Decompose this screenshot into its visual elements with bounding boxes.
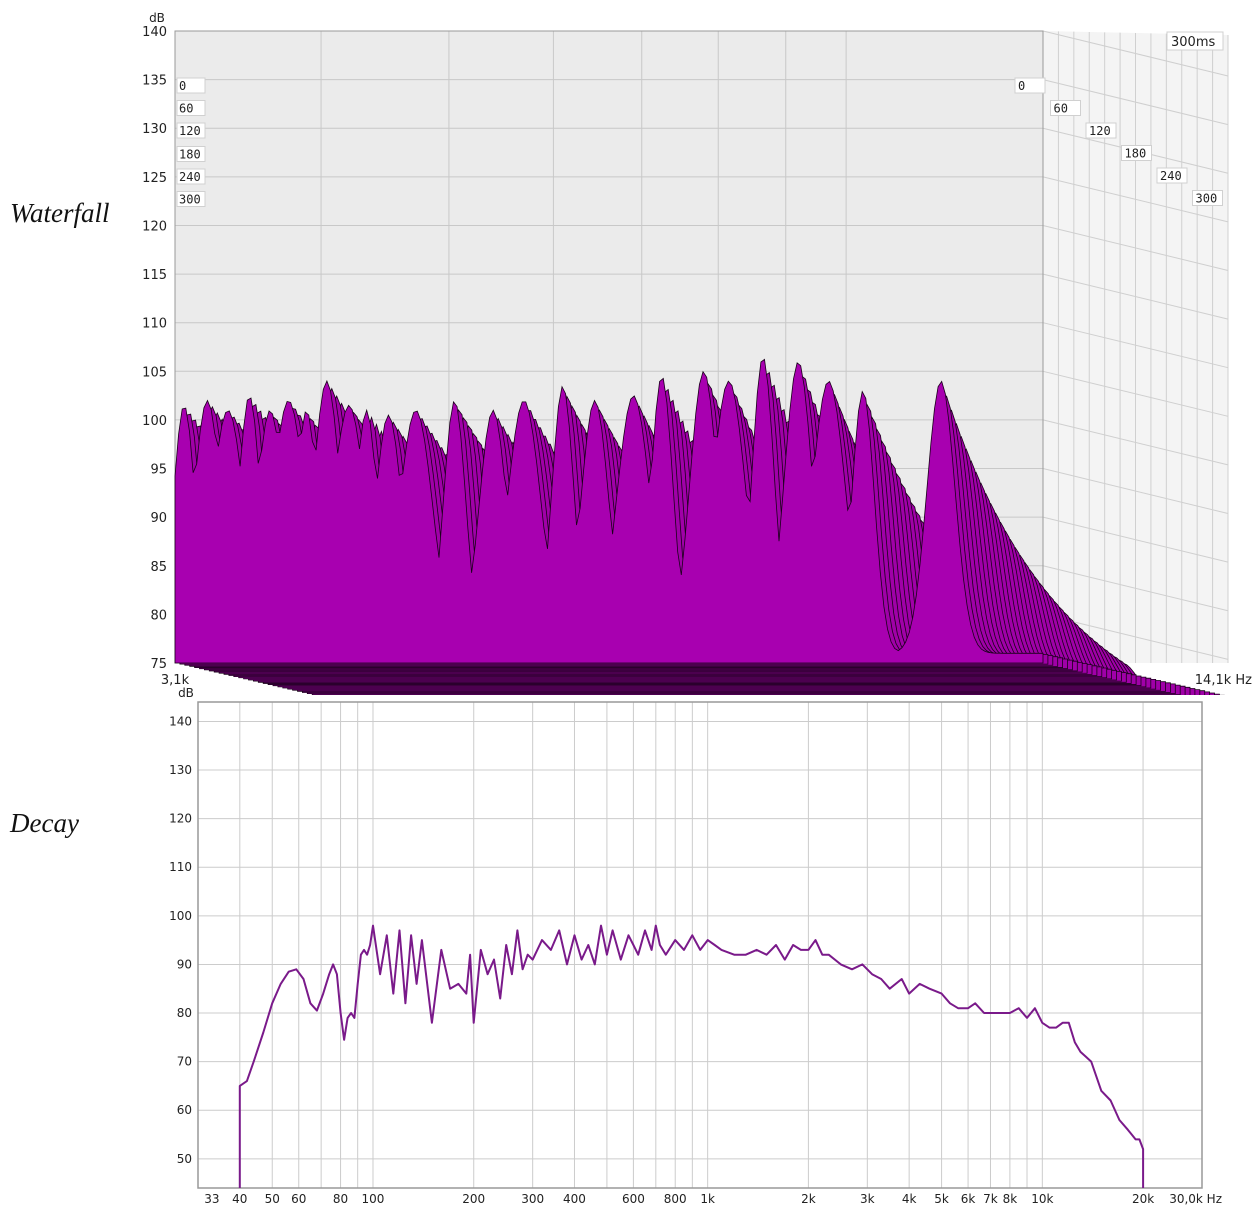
decay-x-tick: 400 [563, 1192, 586, 1206]
side-grid-line [1042, 419, 1229, 466]
time-label-box [1156, 167, 1188, 184]
decay-x-tick: 300 [521, 1192, 544, 1206]
waterfall-y-tick: 105 [142, 365, 167, 380]
decay-y-unit: dB [178, 686, 194, 700]
time-label-box [1014, 77, 1046, 94]
waterfall-y-tick: 120 [142, 219, 167, 234]
decay-x-tick: 10k [1031, 1192, 1053, 1206]
side-grid-line [1042, 516, 1229, 563]
decay-x-tick: 33 [204, 1192, 219, 1206]
decay-x-tick: 4k [902, 1192, 917, 1206]
decay-x-tick: 30,0k Hz [1169, 1192, 1222, 1206]
decay-x-tick: 200 [462, 1192, 485, 1206]
decay-x-tick: 40 [232, 1192, 247, 1206]
decay-x-tick: 100 [362, 1192, 385, 1206]
decay-y-tick: 80 [177, 1006, 192, 1020]
waterfall-x-tick: 14,1k Hz [1195, 673, 1252, 688]
decay-y-tick: 110 [169, 860, 192, 874]
decay-y-tick: 130 [169, 763, 192, 777]
side-grid-line [1042, 322, 1229, 369]
decay-y-tick: 50 [177, 1152, 192, 1166]
time-label-left: 180 [179, 148, 201, 162]
waterfall-y-tick: 85 [150, 560, 167, 575]
decay-label: Decay [10, 808, 79, 838]
decay-x-tick: 8k [1003, 1192, 1018, 1206]
waterfall-y-tick: 100 [142, 414, 167, 429]
decay-x-tick: 80 [333, 1192, 348, 1206]
side-grid-line [1042, 224, 1229, 271]
side-grid-line [1042, 273, 1229, 320]
decay-y-tick: 70 [177, 1055, 192, 1069]
side-grid-line [1042, 30, 1229, 77]
time-label-box [176, 100, 206, 116]
decay-x-tick: 50 [265, 1192, 280, 1206]
decay-y-tick: 120 [169, 812, 192, 826]
waterfall-y-tick: 110 [142, 317, 167, 332]
waterfall-label: Waterfall [10, 198, 110, 228]
waterfall-y-tick: 125 [142, 171, 167, 186]
waterfall-y-tick: 135 [142, 74, 167, 89]
decay-x-tick: 60 [291, 1192, 306, 1206]
time-label-box [176, 77, 206, 94]
time-label-box [1085, 122, 1117, 139]
time-label-box [176, 146, 206, 162]
time-end-label: 300ms [1171, 35, 1215, 50]
waterfall-y-tick: 115 [142, 268, 167, 283]
time-label-side: 300 [1196, 192, 1218, 206]
side-grid-line [1042, 79, 1229, 126]
time-label-side: 240 [1160, 169, 1182, 183]
decay-y-tick: 140 [169, 714, 192, 728]
decay-x-tick: 3k [860, 1192, 875, 1206]
waterfall-y-tick: 75 [150, 657, 167, 672]
decay-x-tick: 5k [934, 1192, 949, 1206]
side-grid-line [1042, 565, 1229, 612]
decay-x-tick: 1k [700, 1192, 715, 1206]
decay-x-tick: 2k [801, 1192, 816, 1206]
waterfall-x-tick: 3,1k [161, 673, 190, 688]
time-label-box [176, 168, 206, 185]
time-label-box [1050, 100, 1081, 116]
waterfall-y-tick: 130 [142, 122, 167, 137]
waterfall-y-unit: dB [149, 11, 165, 25]
waterfall-chart: 140 135 130 125 120 115 110 105 100 95 90 85 80 753,1… [142, 11, 1252, 695]
decay-x-tick: 7k [983, 1192, 998, 1206]
time-label-left: 120 [179, 124, 201, 138]
time-label-left: 0 [179, 79, 186, 93]
time-label-box [1121, 145, 1152, 161]
time-end-box [1166, 31, 1224, 51]
waterfall-y-tick: 95 [150, 463, 167, 478]
time-label-side: 180 [1125, 147, 1147, 161]
time-label-box [1192, 190, 1223, 206]
time-label-box [176, 191, 206, 207]
decay-plot-area [198, 702, 1202, 1188]
decay-frame [197, 701, 1203, 1189]
time-label-side: 120 [1089, 124, 1111, 138]
side-grid-line [1042, 468, 1229, 515]
time-label-left: 60 [179, 102, 193, 116]
decay-y-tick: 100 [169, 909, 192, 923]
waterfall-y-tick: 90 [150, 511, 167, 526]
waterfall-slice [174, 358, 1044, 664]
side-grid-line [1042, 176, 1229, 223]
decay-x-tick: 800 [664, 1192, 687, 1206]
decay-x-tick: 6k [961, 1192, 976, 1206]
waterfall-y-tick: 80 [150, 608, 167, 623]
time-label-left: 300 [179, 193, 201, 207]
decay-x-tick: 600 [622, 1192, 645, 1206]
waterfall-y-tick: 140 [142, 25, 167, 40]
time-label-side: 60 [1054, 102, 1068, 116]
decay-y-tick: 90 [177, 957, 192, 971]
time-label-left: 240 [179, 170, 201, 184]
side-grid-line [1042, 370, 1229, 417]
decay-series-line [238, 924, 1145, 1188]
time-label-side: 0 [1018, 79, 1025, 93]
decay-x-tick: 20k [1132, 1192, 1154, 1206]
time-label-box [176, 122, 206, 139]
decay-y-tick: 60 [177, 1103, 192, 1117]
